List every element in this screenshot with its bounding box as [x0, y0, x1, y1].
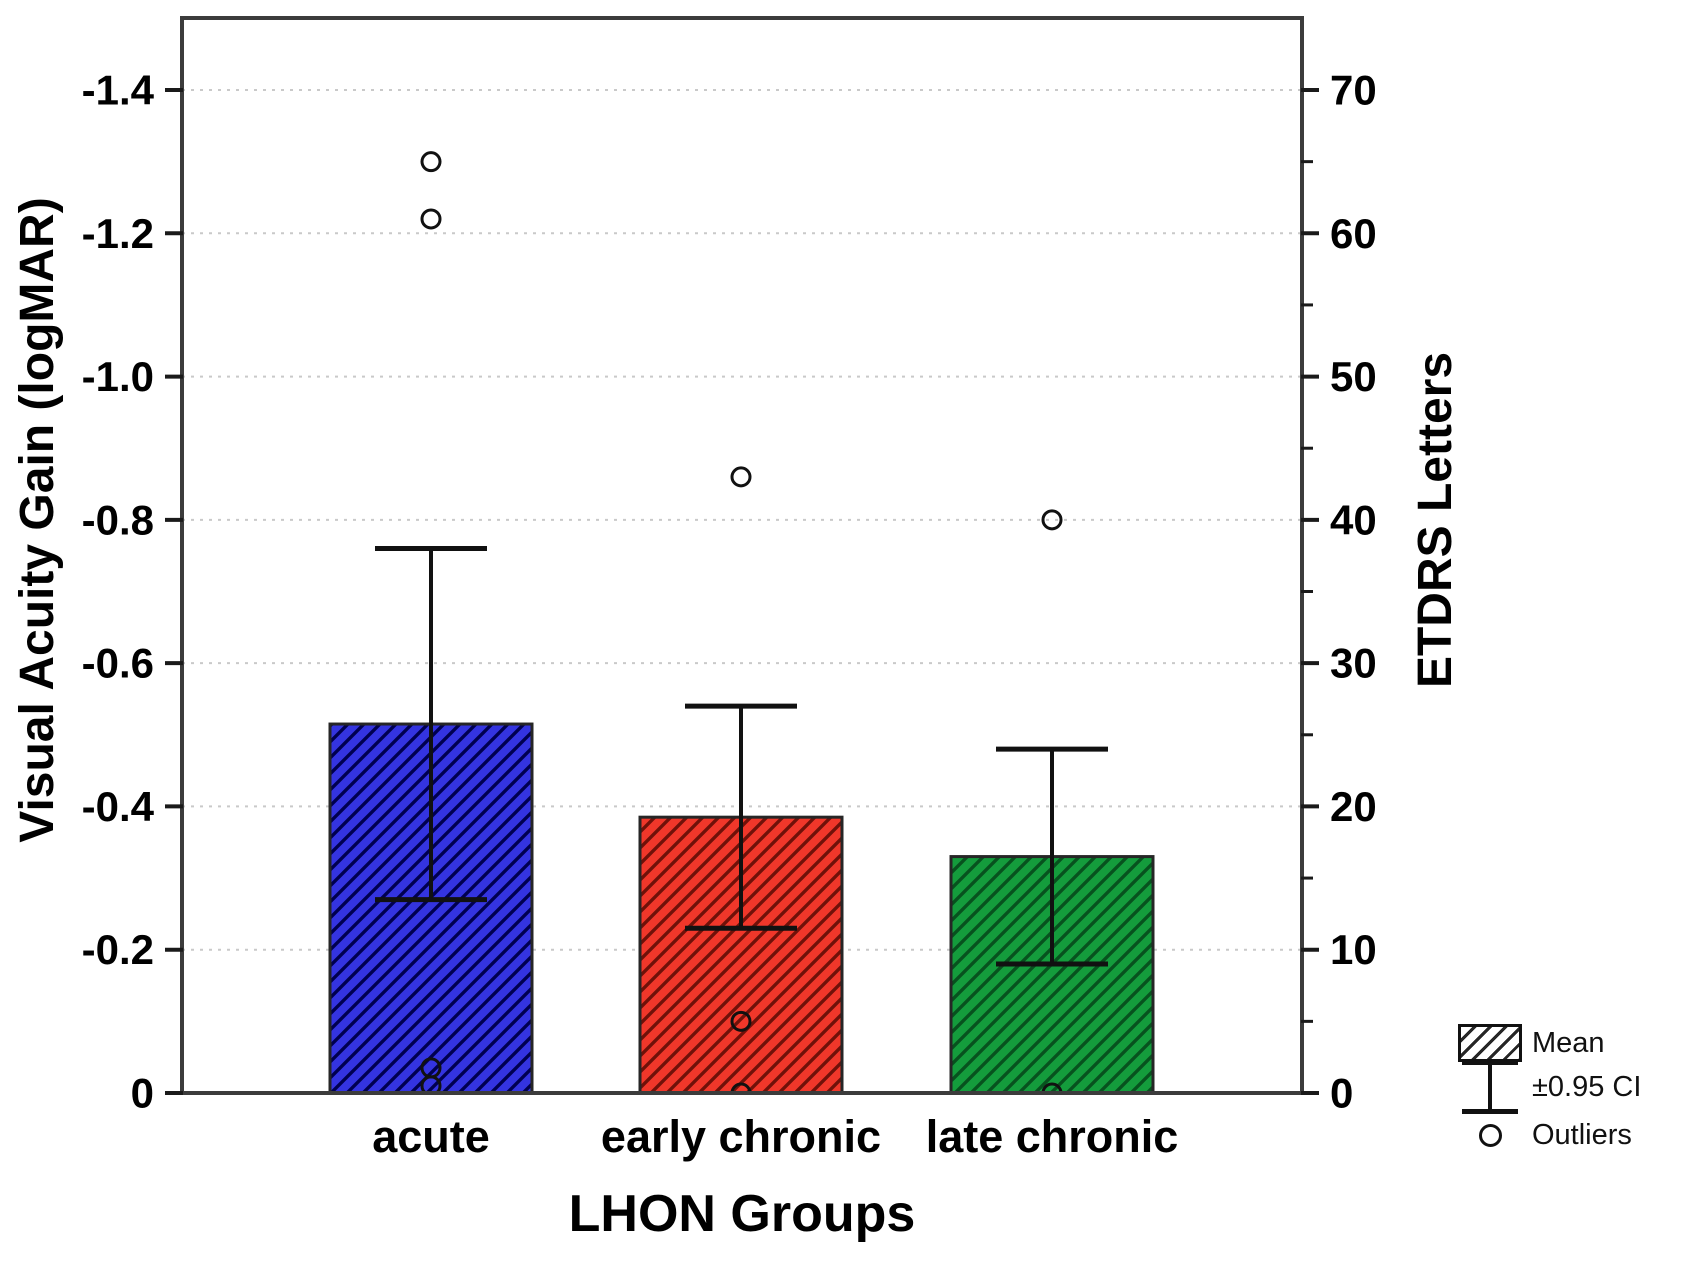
category-labels: acute early chronic late chronic	[372, 1111, 1178, 1162]
tick-label-right: 30	[1330, 640, 1377, 687]
tick-label-right: 50	[1330, 353, 1377, 400]
error-bar-icon	[1462, 1060, 1518, 1114]
outlier-circle-icon	[1478, 1123, 1502, 1147]
y-axis-title-right: ETDRS Letters	[1409, 351, 1462, 689]
outliers-group	[420, 151, 1063, 1093]
outlier-point-late-chronic	[1041, 1082, 1063, 1093]
legend-item-outliers: Outliers	[1448, 1119, 1641, 1151]
y-axis-title-left: Visual Acuity Gain (logMAR)	[11, 197, 64, 843]
outlier-point-early-chronic	[730, 1010, 752, 1032]
y-axis-right: 70 60 50 40 30 20 10 0	[1301, 67, 1377, 1117]
legend-icon-col	[1448, 1024, 1532, 1062]
tick-label-left: -1.2	[82, 210, 154, 257]
legend-item-ci: ±0.95 CI	[1448, 1060, 1642, 1114]
tick-label-left: -1.0	[82, 353, 154, 400]
outlier-point-late-chronic	[1041, 509, 1063, 531]
category-label-late-chronic: late chronic	[926, 1111, 1179, 1162]
tick-label-right: 70	[1330, 67, 1377, 114]
tick-label-left: -0.6	[82, 640, 154, 687]
tick-label-left: -0.4	[82, 783, 155, 830]
legend-item-mean: Mean	[1448, 1022, 1641, 1064]
tick-label-right: 20	[1330, 783, 1377, 830]
category-label-early-chronic: early chronic	[601, 1111, 881, 1162]
legend-icon-col	[1448, 1060, 1532, 1114]
tick-label-right: 0	[1330, 1070, 1353, 1117]
outlier-point-acute	[420, 151, 442, 173]
tick-label-right: 40	[1330, 496, 1377, 543]
tick-label-left: -1.4	[82, 67, 155, 114]
tick-label-right: 10	[1330, 926, 1377, 973]
legend-icon-col	[1448, 1123, 1532, 1147]
legend-item-label: Outliers	[1532, 1118, 1632, 1151]
tick-label-left: -0.8	[82, 496, 154, 543]
legend-item-label: Mean	[1532, 1026, 1605, 1059]
x-axis-title: LHON Groups	[568, 1185, 916, 1243]
plot-frame	[180, 16, 1304, 1095]
error-bars-group	[375, 546, 1108, 967]
category-label-acute: acute	[372, 1111, 490, 1162]
tick-label-left: 0	[131, 1070, 154, 1117]
outlier-point-acute	[420, 1075, 442, 1093]
y-axis-left: -1.4 -1.2 -1.0 -0.8 -0.6 -0.4 -0.2 0	[82, 67, 183, 1117]
outlier-point-early-chronic	[730, 1082, 752, 1093]
outlier-point-early-chronic	[730, 466, 752, 488]
tick-label-right: 60	[1330, 210, 1377, 257]
tick-label-left: -0.2	[82, 926, 154, 973]
outlier-point-acute	[420, 208, 442, 230]
mean-hatched-box-icon	[1458, 1024, 1522, 1062]
legend: Mean ±0.95 CI Outliers	[1448, 1022, 1642, 1151]
legend-item-label: ±0.95 CI	[1532, 1070, 1642, 1103]
